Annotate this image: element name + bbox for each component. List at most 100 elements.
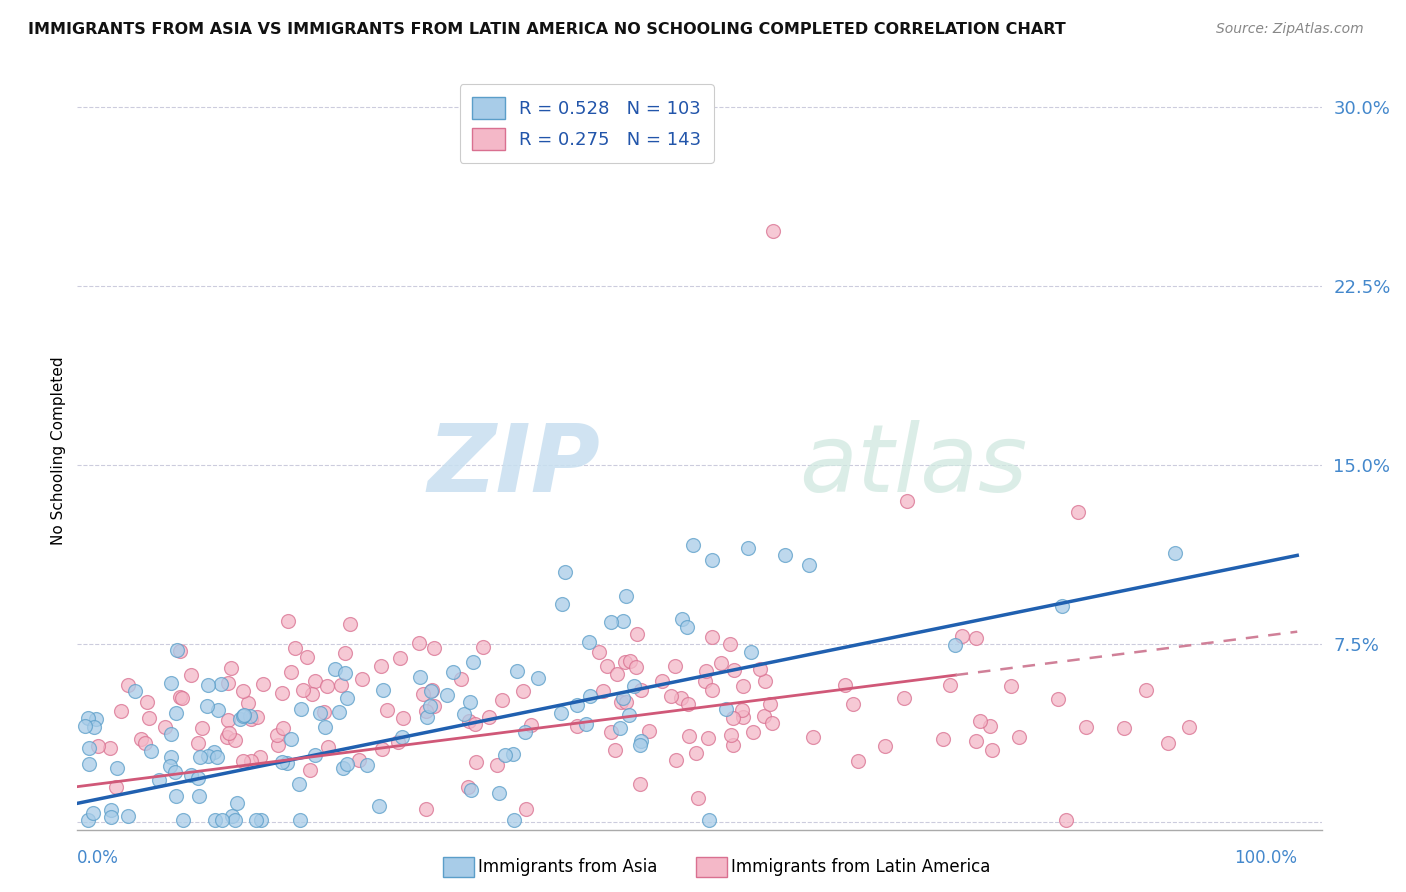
Point [191, 721, 214, 735]
Text: Immigrants from Asia: Immigrants from Asia [478, 858, 658, 876]
Point [217, 713, 239, 727]
Text: 100.0%: 100.0% [1234, 848, 1298, 867]
Point [799, 558, 821, 572]
Point [693, 674, 716, 689]
Point [166, 643, 188, 657]
Point [502, 747, 524, 761]
Point [685, 746, 707, 760]
Y-axis label: No Schooling Completed: No Schooling Completed [51, 356, 66, 545]
Point [224, 732, 246, 747]
Point [301, 687, 323, 701]
Point [375, 703, 398, 717]
Point [579, 690, 602, 704]
Point [606, 667, 628, 681]
Point [567, 698, 589, 712]
Point [165, 789, 187, 803]
Point [950, 629, 973, 643]
Point [638, 724, 661, 739]
Point [596, 659, 619, 673]
Point [124, 683, 146, 698]
Point [207, 750, 229, 764]
Point [160, 749, 183, 764]
Point [624, 659, 647, 673]
Point [630, 683, 652, 698]
Point [979, 719, 1001, 733]
Point [938, 678, 960, 692]
Point [290, 702, 312, 716]
Point [180, 667, 202, 681]
Point [266, 728, 288, 742]
Point [187, 772, 209, 786]
Point [160, 676, 183, 690]
Point [494, 747, 516, 762]
Point [678, 729, 700, 743]
Point [565, 719, 588, 733]
Point [465, 755, 488, 769]
Point [623, 679, 645, 693]
Point [696, 731, 718, 745]
Point [695, 664, 717, 678]
Point [219, 661, 242, 675]
Point [527, 671, 550, 685]
Point [441, 665, 464, 679]
Point [86, 712, 108, 726]
Point [754, 673, 776, 688]
Point [160, 727, 183, 741]
Point [249, 813, 271, 827]
Point [943, 638, 966, 652]
Point [752, 708, 775, 723]
Point [276, 756, 298, 770]
Point [515, 802, 537, 816]
Point [714, 702, 737, 716]
Point [1135, 682, 1157, 697]
Text: IMMIGRANTS FROM ASIA VS IMMIGRANTS FROM LATIN AMERICA NO SCHOOLING COMPLETED COR: IMMIGRANTS FROM ASIA VS IMMIGRANTS FROM … [28, 22, 1066, 37]
Point [614, 695, 637, 709]
Point [224, 813, 246, 827]
Point [77, 813, 100, 827]
Point [759, 697, 782, 711]
Point [682, 538, 704, 552]
Point [588, 644, 610, 658]
Point [333, 665, 356, 680]
Point [1074, 720, 1097, 734]
Point [271, 721, 294, 735]
Point [267, 738, 290, 752]
Point [284, 641, 307, 656]
Point [731, 703, 754, 717]
Point [700, 683, 723, 698]
Point [619, 654, 641, 668]
Point [188, 750, 211, 764]
Point [270, 686, 292, 700]
Point [720, 727, 742, 741]
Point [77, 757, 100, 772]
Point [249, 749, 271, 764]
Point [436, 688, 458, 702]
Point [676, 620, 699, 634]
Point [700, 553, 723, 567]
Point [77, 741, 100, 756]
Point [628, 738, 651, 752]
Point [298, 763, 321, 777]
Point [336, 690, 359, 705]
Point [578, 635, 600, 649]
Point [117, 809, 139, 823]
Point [1047, 692, 1070, 706]
Point [896, 493, 918, 508]
Point [461, 655, 484, 669]
Point [75, 718, 97, 732]
Point [740, 645, 762, 659]
Point [659, 689, 682, 703]
Point [613, 655, 636, 669]
Point [416, 710, 439, 724]
Point [801, 730, 824, 744]
Point [420, 682, 443, 697]
Point [610, 695, 633, 709]
Point [664, 658, 686, 673]
Point [221, 809, 243, 823]
Point [350, 672, 373, 686]
Point [309, 706, 332, 721]
Point [391, 730, 413, 744]
Point [389, 651, 412, 665]
Point [678, 697, 700, 711]
Point [187, 736, 209, 750]
